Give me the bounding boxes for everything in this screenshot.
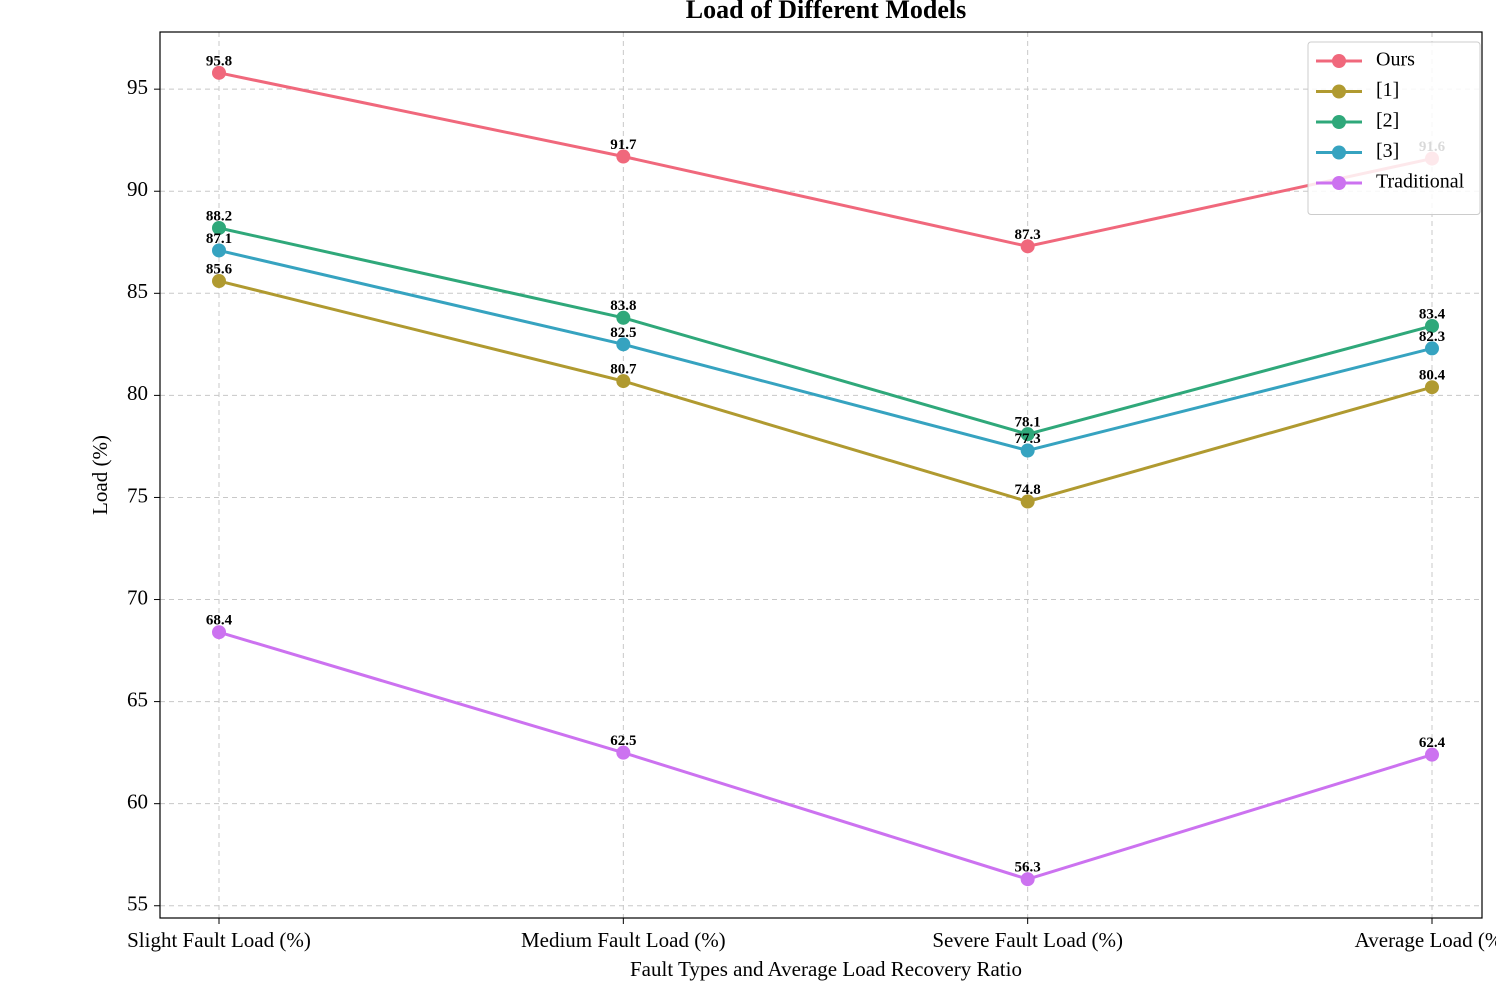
data-label: 87.1 [206,231,232,247]
data-label: 83.4 [1419,306,1446,322]
point [1020,443,1035,458]
data-label: 77.3 [1015,431,1041,447]
x-tick-label: Average Load (%) [1355,928,1496,952]
data-label: 82.3 [1419,329,1445,345]
legend-label: [3] [1376,140,1399,162]
point [616,149,631,164]
point [616,374,631,389]
legend-label: [1] [1376,79,1399,101]
y-tick-label: 95 [127,75,148,99]
legend-marker [1332,145,1346,160]
point [212,625,226,640]
legend-marker [1332,54,1346,68]
data-label: 80.7 [610,362,637,378]
data-label: 87.3 [1015,227,1041,243]
y-tick-label: 80 [127,381,148,405]
point [212,220,226,235]
point [1425,318,1439,333]
point [1020,239,1035,254]
y-tick-label: 85 [127,279,148,303]
point [1020,872,1035,887]
point [1425,380,1439,395]
legend-label: Ours [1376,49,1415,71]
data-label: 62.5 [610,733,636,749]
series-line [218,630,1433,881]
y-tick-label: 90 [127,177,148,201]
data-label: 62.4 [1419,735,1446,751]
y-tick-label: 70 [127,585,148,609]
data-label: 83.8 [610,298,636,314]
y-tick-label: 60 [127,789,148,813]
legend-marker [1332,84,1346,99]
x-axis-label: Fault Types and Average Load Recovery Ra… [630,957,1022,981]
point [616,745,631,760]
point [212,274,226,289]
y-tick-label: 75 [127,483,148,507]
series-line [218,226,1433,436]
point [1020,427,1035,442]
legend-marker [1332,115,1346,129]
chart-title: Load of Different Models [686,0,966,24]
series-line [218,279,1433,504]
data-label: 68.4 [206,613,233,629]
y-axis-label: Load (%) [88,435,112,515]
data-label: 74.8 [1015,482,1041,498]
x-tick-label: Medium Fault Load (%) [521,928,726,952]
point [1020,494,1035,509]
legend-box [1307,41,1481,215]
y-tick-label: 55 [127,892,148,916]
x-tick-label: Severe Fault Load (%) [932,928,1123,952]
point [616,310,631,325]
data-label: 88.2 [206,208,232,224]
point [212,243,226,258]
point [1425,341,1439,356]
legend-label: [2] [1376,110,1399,132]
series-line [218,248,1433,453]
data-label: 95.8 [206,53,232,69]
point [212,65,226,80]
data-label: 82.5 [610,325,636,341]
legend-marker [1332,176,1346,190]
y-tick-label: 65 [127,687,148,711]
data-label: 85.6 [206,261,233,277]
x-tick-label: Slight Fault Load (%) [127,928,311,952]
point [616,337,631,352]
point [1425,747,1439,762]
data-label: 80.4 [1419,368,1446,384]
data-label: 91.7 [610,137,637,153]
data-label: 78.1 [1015,415,1041,431]
series-line [218,71,1433,248]
legend-label: Traditional [1376,171,1465,193]
data-label: 56.3 [1015,860,1041,876]
plot-frame [159,31,1483,919]
